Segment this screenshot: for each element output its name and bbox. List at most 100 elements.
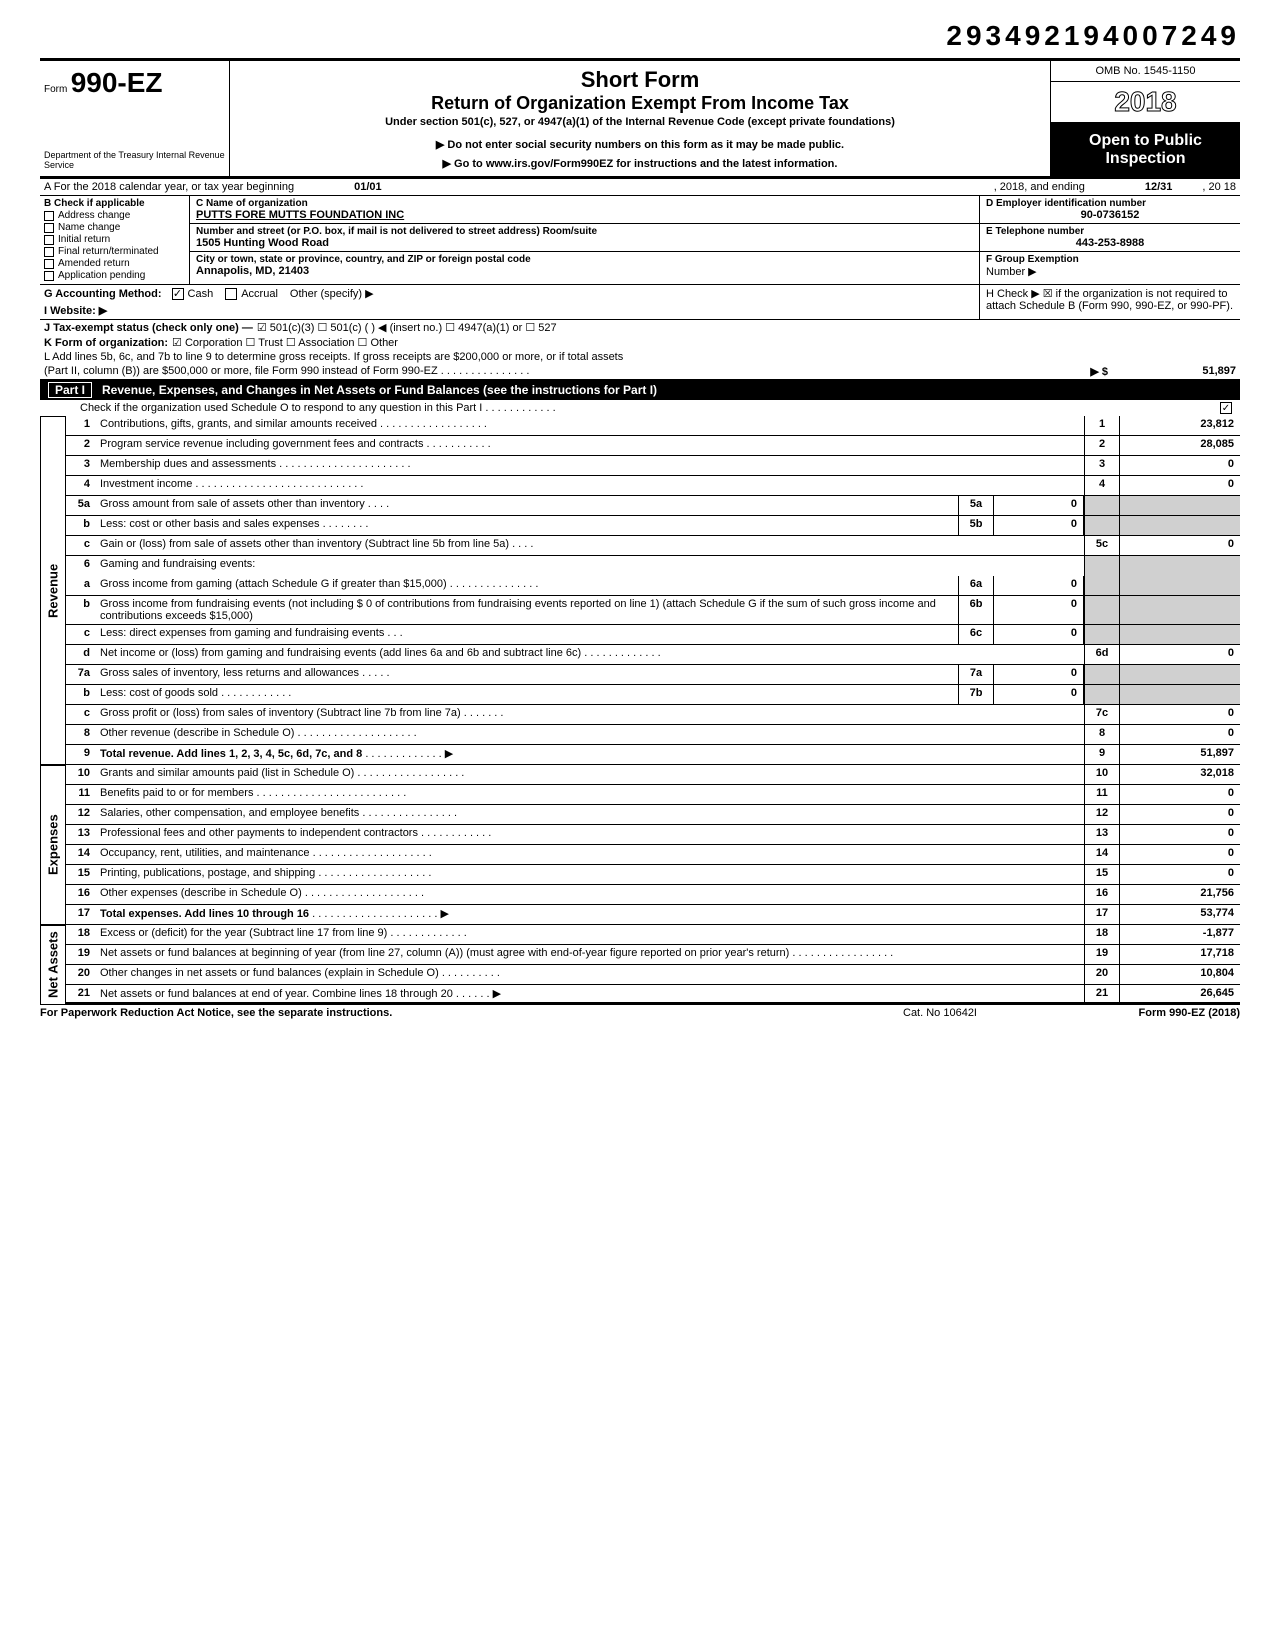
chk-name-change[interactable]: Name change xyxy=(44,222,185,233)
org-name-value: PUTTS FORE MUTTS FOUNDATION INC xyxy=(196,209,973,221)
col-b-header: B Check if applicable xyxy=(44,198,185,209)
net-assets-section: Net Assets 18Excess or (deficit) for the… xyxy=(40,925,1240,1005)
revenue-side-label: Revenue xyxy=(40,416,66,765)
part-1-label: Part I xyxy=(48,382,92,398)
line-6b: bGross income from fundraising events (n… xyxy=(66,596,1240,625)
title-main: Short Form xyxy=(238,67,1042,93)
row-a-end: 12/31 xyxy=(1145,181,1173,193)
expenses-section: Expenses 10Grants and similar amounts pa… xyxy=(40,765,1240,925)
col-b-checkboxes: B Check if applicable Address change Nam… xyxy=(40,196,190,284)
group-exemption-number: Number ▶ xyxy=(986,265,1234,278)
org-addr-value: 1505 Hunting Wood Road xyxy=(196,237,973,249)
line-7b: bLess: cost of goods sold . . . . . . . … xyxy=(66,685,1240,705)
open-to-public: Open to Public Inspection xyxy=(1051,123,1240,176)
ein-value: 90-0736152 xyxy=(986,209,1234,221)
row-a-yr: , 20 18 xyxy=(1202,181,1236,193)
j-tax-exempt-status: J Tax-exempt status (check only one) — ☑… xyxy=(40,320,1240,335)
form-label: Form xyxy=(44,84,67,95)
note-ssn: ▶ Do not enter social security numbers o… xyxy=(238,138,1042,151)
group-exemption-row: F Group Exemption Number ▶ xyxy=(980,252,1240,280)
ein-row: D Employer identification number 90-0736… xyxy=(980,196,1240,224)
org-city-row: City or town, state or province, country… xyxy=(190,252,979,279)
row-a-begin: 01/01 xyxy=(354,181,382,193)
chk-cash[interactable]: ✓ xyxy=(172,288,184,300)
line-14: 14Occupancy, rent, utilities, and mainte… xyxy=(66,845,1240,865)
l-line-2: (Part II, column (B)) are $500,000 or mo… xyxy=(40,364,1240,379)
line-20: 20Other changes in net assets or fund ba… xyxy=(66,965,1240,985)
header-right: OMB No. 1545-1150 2018 Open to Public In… xyxy=(1050,61,1240,176)
chk-final-return[interactable]: Final return/terminated xyxy=(44,246,185,257)
row-a-prefix: A For the 2018 calendar year, or tax yea… xyxy=(44,181,294,193)
l-line-1: L Add lines 5b, 6c, and 7b to line 9 to … xyxy=(40,350,1240,364)
tax-year: 2018 xyxy=(1051,82,1240,123)
row-ghi: G Accounting Method: ✓ Cash Accrual Othe… xyxy=(40,285,1240,320)
title-sub: Return of Organization Exempt From Incom… xyxy=(238,93,1042,114)
check-schedule-o: Check if the organization used Schedule … xyxy=(40,400,1240,416)
net-assets-side-label: Net Assets xyxy=(40,925,66,1005)
chk-application-pending[interactable]: Application pending xyxy=(44,270,185,281)
g-accounting-method: G Accounting Method: ✓ Cash Accrual Othe… xyxy=(40,285,979,302)
revenue-section: Revenue 1Contributions, gifts, grants, a… xyxy=(40,416,1240,765)
department-label: Department of the Treasury Internal Reve… xyxy=(44,150,225,170)
title-small: Under section 501(c), 527, or 4947(a)(1)… xyxy=(238,116,1042,128)
part-1-title: Revenue, Expenses, and Changes in Net As… xyxy=(102,383,1232,397)
chk-schedule-o[interactable]: ✓ xyxy=(1220,402,1232,414)
phone-row: E Telephone number 443-253-8988 xyxy=(980,224,1240,252)
org-name-row: C Name of organization PUTTS FORE MUTTS … xyxy=(190,196,979,224)
chk-accrual[interactable] xyxy=(225,288,237,300)
footer-left: For Paperwork Reduction Act Notice, see … xyxy=(40,1007,840,1019)
section-bcd: B Check if applicable Address change Nam… xyxy=(40,196,1240,285)
footer-right: Form 990-EZ (2018) xyxy=(1040,1007,1240,1019)
row-a-mid: , 2018, and ending xyxy=(994,181,1085,193)
line-9: 9Total revenue. Add lines 1, 2, 3, 4, 5c… xyxy=(66,745,1240,765)
chk-amended-return[interactable]: Amended return xyxy=(44,258,185,269)
phone-value: 443-253-8988 xyxy=(986,237,1234,249)
line-6: 6Gaming and fundraising events: xyxy=(66,556,1240,576)
i-website: I Website: ▶ xyxy=(40,302,979,319)
line-21: 21Net assets or fund balances at end of … xyxy=(66,985,1240,1005)
org-city-label: City or town, state or province, country… xyxy=(196,254,973,265)
header-left: Form 990-EZ Department of the Treasury I… xyxy=(40,61,230,176)
line-17: 17Total expenses. Add lines 10 through 1… xyxy=(66,905,1240,925)
line-1: 1Contributions, gifts, grants, and simil… xyxy=(66,416,1240,436)
footer-center: Cat. No 10642I xyxy=(840,1007,1040,1019)
part-1-header: Part I Revenue, Expenses, and Changes in… xyxy=(40,380,1240,400)
line-12: 12Salaries, other compensation, and empl… xyxy=(66,805,1240,825)
line-6a: aGross income from gaming (attach Schedu… xyxy=(66,576,1240,596)
line-2: 2Program service revenue including gover… xyxy=(66,436,1240,456)
col-de: D Employer identification number 90-0736… xyxy=(980,196,1240,284)
line-7a: 7aGross sales of inventory, less returns… xyxy=(66,665,1240,685)
org-addr-label: Number and street (or P.O. box, if mail … xyxy=(196,226,973,237)
line-13: 13Professional fees and other payments t… xyxy=(66,825,1240,845)
line-8: 8Other revenue (describe in Schedule O) … xyxy=(66,725,1240,745)
omb-number: OMB No. 1545-1150 xyxy=(1051,61,1240,82)
k-form-of-org: K Form of organization: ☑ Corporation ☐ … xyxy=(40,335,1240,350)
line-19: 19Net assets or fund balances at beginni… xyxy=(66,945,1240,965)
line-5a: 5aGross amount from sale of assets other… xyxy=(66,496,1240,516)
note-website: ▶ Go to www.irs.gov/Form990EZ for instru… xyxy=(238,157,1042,170)
line-18: 18Excess or (deficit) for the year (Subt… xyxy=(66,925,1240,945)
chk-initial-return[interactable]: Initial return xyxy=(44,234,185,245)
page-footer: For Paperwork Reduction Act Notice, see … xyxy=(40,1005,1240,1019)
line-10: 10Grants and similar amounts paid (list … xyxy=(66,765,1240,785)
row-jkl: J Tax-exempt status (check only one) — ☑… xyxy=(40,320,1240,380)
l-gross-receipts: 51,897 xyxy=(1116,365,1236,378)
expenses-side-label: Expenses xyxy=(40,765,66,925)
document-number: 293492194007249 xyxy=(40,20,1240,52)
open-public-2: Inspection xyxy=(1055,150,1236,168)
open-public-1: Open to Public xyxy=(1055,132,1236,150)
line-5c: cGain or (loss) from sale of assets othe… xyxy=(66,536,1240,556)
col-gi: G Accounting Method: ✓ Cash Accrual Othe… xyxy=(40,285,980,319)
header-center: Short Form Return of Organization Exempt… xyxy=(230,61,1050,176)
org-city-value: Annapolis, MD, 21403 xyxy=(196,265,973,277)
chk-address-change[interactable]: Address change xyxy=(44,210,185,221)
row-a-calendar-year: A For the 2018 calendar year, or tax yea… xyxy=(40,179,1240,196)
line-7c: cGross profit or (loss) from sales of in… xyxy=(66,705,1240,725)
h-schedule-b: H Check ▶ ☒ if the organization is not r… xyxy=(980,285,1240,319)
line-4: 4Investment income . . . . . . . . . . .… xyxy=(66,476,1240,496)
line-6d: dNet income or (loss) from gaming and fu… xyxy=(66,645,1240,665)
org-name-label: C Name of organization xyxy=(196,198,973,209)
line-15: 15Printing, publications, postage, and s… xyxy=(66,865,1240,885)
org-addr-row: Number and street (or P.O. box, if mail … xyxy=(190,224,979,252)
form-number: 990-EZ xyxy=(71,67,163,98)
